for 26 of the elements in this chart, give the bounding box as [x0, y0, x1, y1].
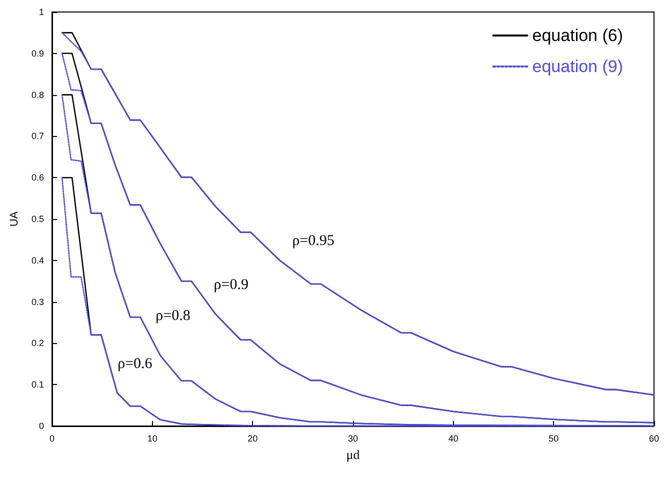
- y-axis-title: UA: [8, 210, 20, 227]
- annotation: ρ=0.95: [292, 232, 334, 249]
- y-tick-label: 0.1: [31, 380, 44, 390]
- x-tick-label: 60: [648, 434, 660, 444]
- y-tick-label: 1: [38, 7, 44, 17]
- legend-label: equation (9): [532, 57, 624, 76]
- x-tick-label: 30: [348, 434, 358, 444]
- x-tick-label: 50: [548, 434, 559, 444]
- y-tick-label: 0.8: [31, 90, 44, 100]
- y-tick-label: 0.2: [31, 338, 44, 348]
- legend-label: equation (6): [532, 26, 624, 45]
- x-axis-title: μd: [346, 446, 360, 462]
- x-tick-label: 0: [49, 434, 55, 444]
- annotation: ρ=0.8: [156, 308, 190, 324]
- y-tick-label: 0: [38, 421, 44, 431]
- annotation: ρ=0.6: [118, 356, 153, 372]
- x-tick-label: 10: [147, 434, 158, 444]
- y-tick-label: 0.6: [31, 172, 44, 183]
- annotation: ρ=0.9: [214, 276, 248, 293]
- y-tick-label: 0.4: [31, 255, 44, 266]
- y-tick-label: 0.7: [31, 131, 44, 142]
- y-tick-label: 0.9: [31, 48, 44, 58]
- x-tick-label: 40: [448, 434, 458, 444]
- y-tick-label: 0.5: [31, 214, 44, 224]
- y-tick-label: 0.3: [31, 296, 44, 307]
- x-tick-label: 20: [248, 434, 258, 444]
